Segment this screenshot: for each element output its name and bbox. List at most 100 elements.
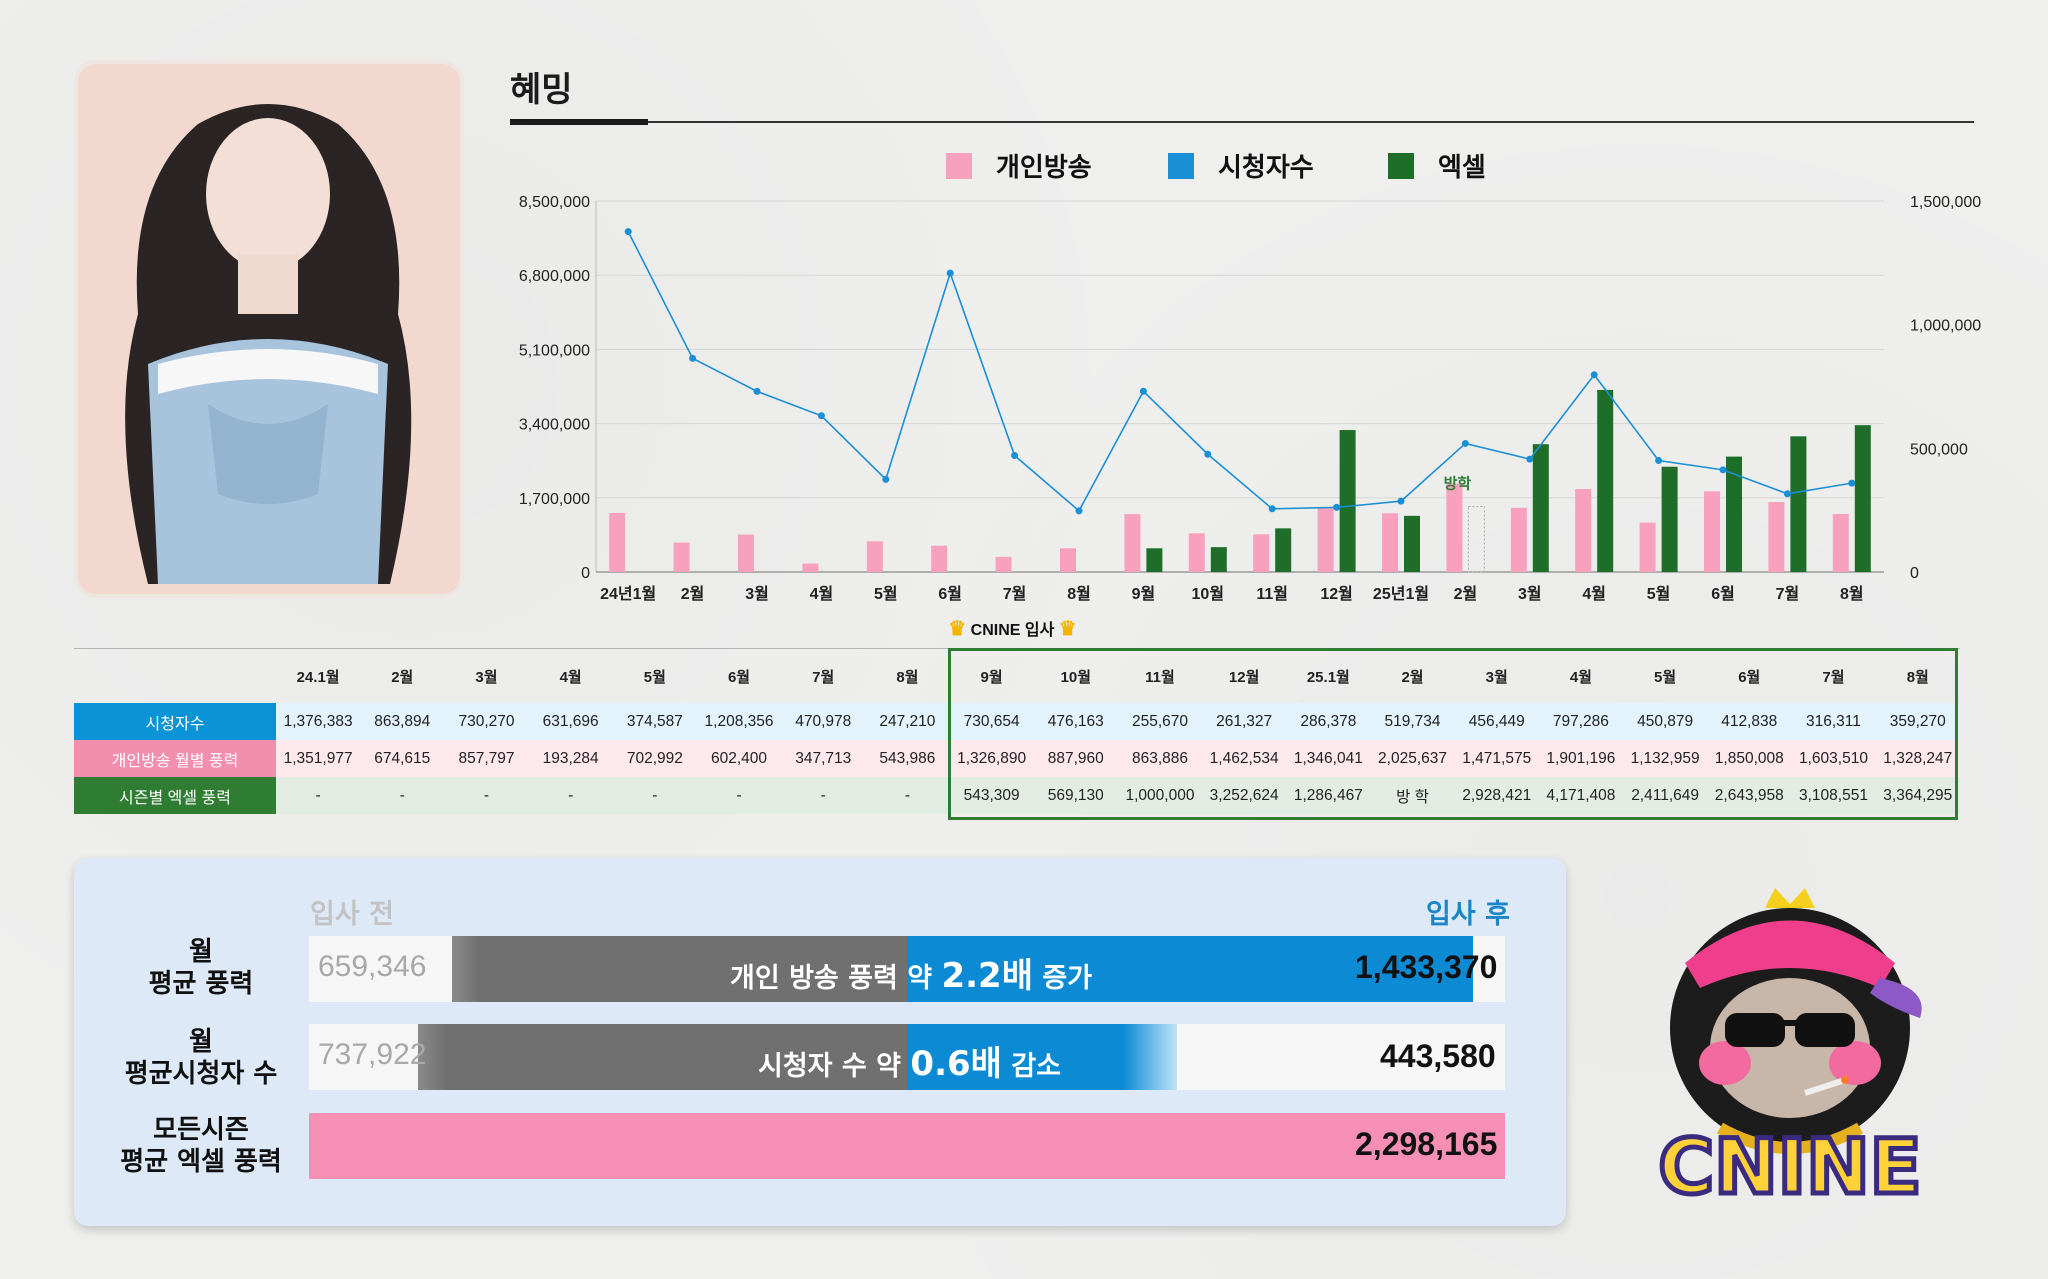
legend-label: 개인방송 xyxy=(996,153,1092,183)
x-axis-tick-label: 5월 xyxy=(1647,585,1671,603)
table-cell: 887,960 xyxy=(1033,740,1118,777)
left-axis-tick-label: 5,100,000 xyxy=(519,342,590,359)
table-cell: - xyxy=(612,777,697,814)
table-cell: 255,670 xyxy=(1117,703,1203,740)
table-corner xyxy=(74,648,276,703)
table-column-header: 24.1월 xyxy=(276,648,361,703)
table-cell: 2,643,958 xyxy=(1707,777,1792,814)
bar-personal xyxy=(1382,513,1398,572)
table-cell: - xyxy=(865,777,950,814)
join-marker: ♛ CNINE 입사 ♛ xyxy=(945,616,1080,641)
x-axis-tick-label: 24년1월 xyxy=(600,584,656,603)
table-cell: 1,208,356 xyxy=(696,703,782,740)
excel-power-value: 2,298,165 xyxy=(1355,1126,1498,1162)
title-divider-accent xyxy=(510,119,648,125)
table-cell: 247,210 xyxy=(865,703,950,740)
avg-power-before-value: 659,346 xyxy=(318,950,427,983)
point-viewers xyxy=(817,412,825,420)
table-column-header: 10월 xyxy=(1033,648,1118,703)
table-cell: 2,025,637 xyxy=(1370,740,1455,777)
point-viewers xyxy=(882,475,890,483)
table-cell: - xyxy=(781,777,866,814)
table-column-header: 12월 xyxy=(1202,648,1287,703)
left-axis-tick-label: 0 xyxy=(581,565,590,582)
left-axis-tick-label: 8,500,000 xyxy=(519,194,590,211)
legend-label: 시청자수 xyxy=(1218,153,1314,183)
label-line: 평균 풍력 xyxy=(148,969,254,999)
bar-personal xyxy=(1639,522,1656,572)
table-column-header: 8월 xyxy=(865,648,950,703)
x-axis-tick-label: 8월 xyxy=(1067,585,1091,603)
table-column-header: 9월 xyxy=(949,648,1034,703)
table-header-row: 24.1월 2월 3월 4월 5월 6월 7월 8월 9월 10월 11월 12월 25.1월 2월 3월 4… xyxy=(74,648,1960,703)
left-axis-tick-label: 6,800,000 xyxy=(519,268,590,285)
table-cell: 4,171,408 xyxy=(1538,777,1623,814)
table-row-header: 시즌별 엑셀 풍력 xyxy=(74,777,276,814)
label-line: 모든시즌 xyxy=(153,1115,249,1145)
chart-bars xyxy=(609,389,1871,573)
bar-excel xyxy=(1726,456,1742,572)
table-column-header: 2월 xyxy=(1370,648,1455,703)
table-cell: 1,603,510 xyxy=(1791,740,1876,777)
excel-power-bar xyxy=(309,1113,1505,1179)
table-cell: 1,328,247 xyxy=(1875,740,1960,777)
bar-excel xyxy=(1275,528,1292,572)
cnine-mascot-logo: CNINE xyxy=(1656,888,1924,1214)
x-axis-tick-label: 5월 xyxy=(874,585,898,603)
x-axis-tick-label: 12월 xyxy=(1320,585,1353,603)
table-cell: 261,327 xyxy=(1202,703,1287,740)
table-cell: 1,351,977 xyxy=(276,740,361,777)
crown-icon: ♛ xyxy=(948,618,967,640)
msg-text: 개인 방송 풍력 약 xyxy=(730,963,942,994)
msg-text: 시청자 수 약 xyxy=(758,1051,911,1082)
table-cell: 863,894 xyxy=(360,703,445,740)
table-cell: 방 학 xyxy=(1370,777,1455,814)
table-cell: 3,252,624 xyxy=(1202,777,1287,814)
avg-viewers-before-value: 737,922 xyxy=(318,1038,427,1071)
table-row: 시청자수 1,376,383 863,894 730,270 631,696 374,58… xyxy=(74,703,1960,740)
bar-excel xyxy=(1339,430,1356,572)
table-cell: 1,850,008 xyxy=(1707,740,1792,777)
table-column-header: 5월 xyxy=(612,648,697,703)
left-axis-tick-label: 3,400,000 xyxy=(519,417,590,434)
avg-power-after-value: 1,433,370 xyxy=(1355,949,1498,985)
x-axis-tick-label: 25년1월 xyxy=(1373,584,1429,603)
table-row-header: 시청자수 xyxy=(74,703,276,740)
table-cell: 3,108,551 xyxy=(1791,777,1876,814)
table-cell: 857,797 xyxy=(444,740,529,777)
left-axis-tick-label: 1,700,000 xyxy=(519,491,590,508)
monthly-data-table: 24.1월 2월 3월 4월 5월 6월 7월 8월 9월 10월 11월 12월 25.1월 2월 3월 4… xyxy=(74,648,1960,814)
bar-personal xyxy=(1060,548,1076,572)
table-cell: 631,696 xyxy=(528,703,613,740)
msg-number: 0.6배 xyxy=(910,1044,1002,1084)
x-axis-tick-label: 6월 xyxy=(1711,585,1735,603)
label-line: 월 xyxy=(189,1027,213,1057)
point-viewers xyxy=(753,387,761,395)
bar-personal xyxy=(1317,508,1334,572)
x-axis-tick-label: 8월 xyxy=(1840,585,1864,603)
x-axis-tick-label: 6월 xyxy=(938,585,962,603)
title-divider xyxy=(510,121,1974,123)
legend-label: 엑셀 xyxy=(1438,153,1486,183)
table-cell: 412,838 xyxy=(1707,703,1792,740)
table-column-header: 3월 xyxy=(1454,648,1539,703)
table-cell: 863,886 xyxy=(1117,740,1203,777)
point-viewers xyxy=(689,354,697,362)
table-cell: 316,311 xyxy=(1791,703,1876,740)
point-viewers xyxy=(946,269,954,277)
x-axis-tick-label: 4월 xyxy=(1582,585,1606,603)
x-axis-tick-label: 3월 xyxy=(745,585,769,603)
table-cell: 543,309 xyxy=(949,777,1034,814)
table-cell: - xyxy=(696,777,782,814)
msg-text: 감소 xyxy=(1001,1051,1062,1082)
x-axis-tick-label: 9월 xyxy=(1132,585,1156,603)
table-cell: 543,986 xyxy=(865,740,950,777)
bar-excel xyxy=(1210,547,1227,572)
bar-excel xyxy=(1532,444,1549,572)
point-viewers xyxy=(624,228,632,236)
point-viewers xyxy=(1333,503,1341,511)
table-column-header: 6월 xyxy=(1707,648,1792,703)
bar-personal xyxy=(1188,533,1205,572)
table-cell: 476,163 xyxy=(1033,703,1118,740)
table-cell: 456,449 xyxy=(1454,703,1539,740)
